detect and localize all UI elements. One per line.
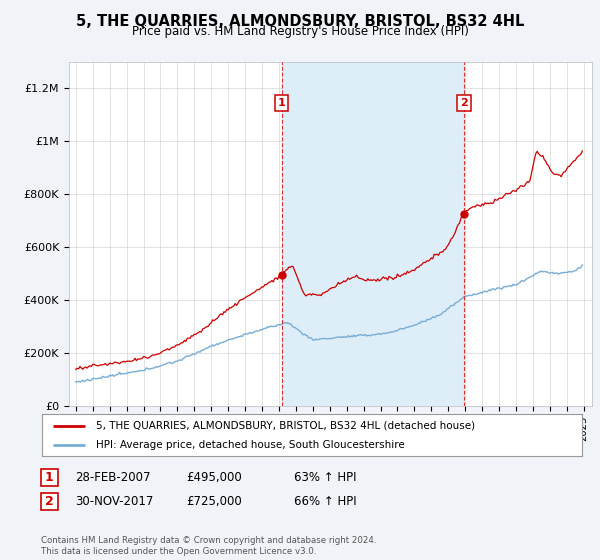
Text: Price paid vs. HM Land Registry's House Price Index (HPI): Price paid vs. HM Land Registry's House …: [131, 25, 469, 38]
Text: 28-FEB-2007: 28-FEB-2007: [75, 470, 151, 484]
Text: 30-NOV-2017: 30-NOV-2017: [75, 494, 154, 508]
Text: £495,000: £495,000: [186, 470, 242, 484]
Text: 2: 2: [460, 98, 468, 108]
Text: HPI: Average price, detached house, South Gloucestershire: HPI: Average price, detached house, Sout…: [96, 440, 405, 450]
Text: 1: 1: [45, 470, 53, 484]
Text: 2: 2: [45, 494, 53, 508]
Text: Contains HM Land Registry data © Crown copyright and database right 2024.
This d: Contains HM Land Registry data © Crown c…: [41, 536, 376, 556]
Text: £725,000: £725,000: [186, 494, 242, 508]
Text: 1: 1: [278, 98, 286, 108]
Text: 63% ↑ HPI: 63% ↑ HPI: [294, 470, 356, 484]
Text: 66% ↑ HPI: 66% ↑ HPI: [294, 494, 356, 508]
Bar: [282, 62, 464, 406]
Text: 5, THE QUARRIES, ALMONDSBURY, BRISTOL, BS32 4HL (detached house): 5, THE QUARRIES, ALMONDSBURY, BRISTOL, B…: [96, 421, 475, 431]
Text: 5, THE QUARRIES, ALMONDSBURY, BRISTOL, BS32 4HL: 5, THE QUARRIES, ALMONDSBURY, BRISTOL, B…: [76, 14, 524, 29]
